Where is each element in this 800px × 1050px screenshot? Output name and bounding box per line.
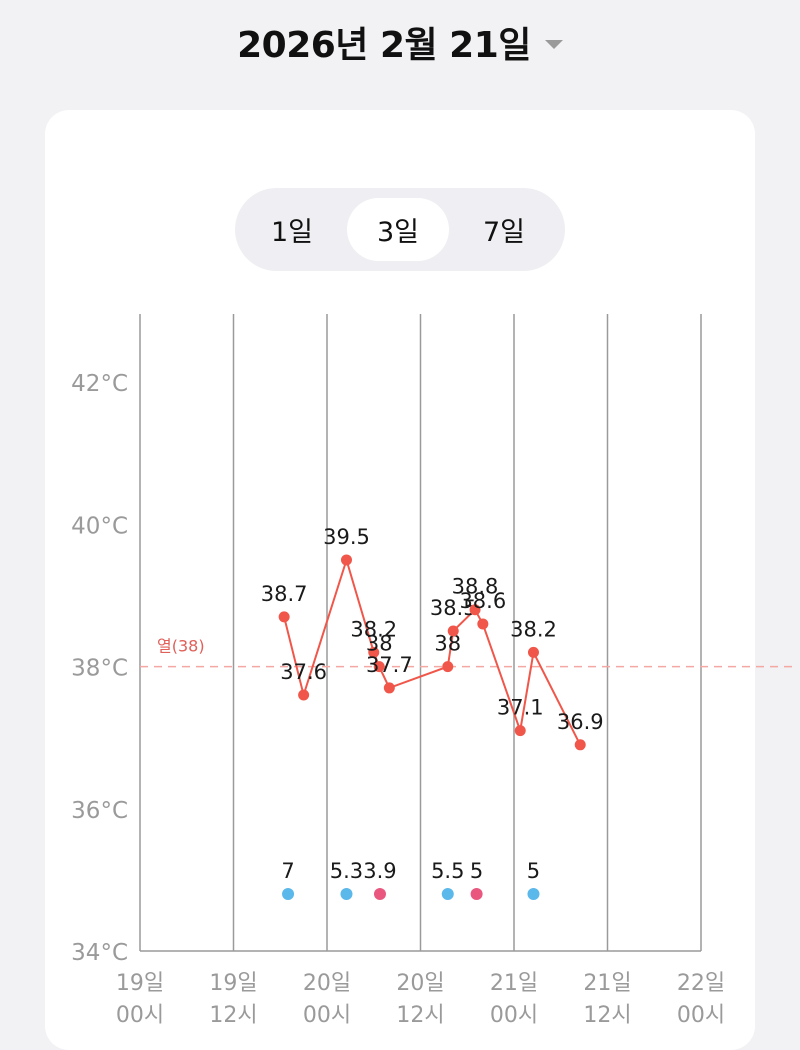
dose-marker xyxy=(340,888,353,900)
temperature-point xyxy=(373,661,385,673)
y-tick-label: 36°C xyxy=(71,798,128,824)
x-tick-time-label: 00시 xyxy=(490,1003,538,1028)
temperature-point xyxy=(298,689,310,701)
date-title[interactable]: 2026년 2월 21일 xyxy=(237,25,531,66)
dose-value-label: 3.9 xyxy=(363,859,396,883)
x-tick-time-label: 12시 xyxy=(396,1003,444,1028)
temperature-point xyxy=(368,646,380,658)
x-tick-day-label: 22일 xyxy=(677,971,725,996)
temperature-data-label: 37.1 xyxy=(497,696,544,720)
temperature-data-label: 38.6 xyxy=(459,589,506,613)
y-tick-label: 40°C xyxy=(71,513,128,539)
tab-label: 1일 xyxy=(270,217,314,248)
temperature-point xyxy=(340,554,352,566)
temperature-point xyxy=(527,646,539,658)
x-tick-day-label: 21일 xyxy=(490,971,538,996)
chevron-down-icon[interactable] xyxy=(544,39,563,49)
tab-label: 7일 xyxy=(482,217,526,248)
x-tick-time-label: 12시 xyxy=(583,1003,631,1028)
temperature-point xyxy=(477,618,489,630)
temperature-point xyxy=(447,625,459,637)
dose-value-label: 5.5 xyxy=(431,859,464,883)
y-tick-label: 38°C xyxy=(71,656,128,682)
y-tick-label: 42°C xyxy=(71,371,128,397)
tab-1-day[interactable]: 1일 xyxy=(241,198,343,261)
temperature-data-label: 38.7 xyxy=(261,582,308,606)
dose-value-label: 7 xyxy=(281,859,294,883)
temperature-data-label: 38.2 xyxy=(350,617,397,641)
temperature-point xyxy=(514,725,526,737)
temperature-point xyxy=(278,611,290,623)
temperature-data-label: 36.9 xyxy=(557,710,604,734)
dose-marker xyxy=(373,888,386,900)
dose-marker xyxy=(441,888,454,900)
dose-marker xyxy=(282,888,295,900)
x-tick-time-label: 00시 xyxy=(677,1003,725,1028)
x-tick-time-label: 00시 xyxy=(303,1003,351,1028)
fever-threshold-label: 열(38) xyxy=(157,637,205,656)
tab-label: 3일 xyxy=(376,217,420,248)
dose-value-label: 5 xyxy=(470,859,483,883)
x-tick-day-label: 20일 xyxy=(303,971,351,996)
x-tick-day-label: 21일 xyxy=(583,971,631,996)
dose-marker xyxy=(527,888,540,900)
dose-value-label: 5 xyxy=(527,859,540,883)
temperature-point xyxy=(442,661,454,673)
temperature-data-label: 38.5 xyxy=(430,596,477,620)
temperature-point xyxy=(383,682,395,694)
temperature-data-label: 37.7 xyxy=(366,653,413,677)
tab-7-day[interactable]: 7일 xyxy=(453,198,555,261)
range-selector: 1일 3일 7일 xyxy=(235,188,565,271)
temperature-data-label: 38 xyxy=(434,632,461,656)
x-tick-day-label: 19일 xyxy=(116,971,164,996)
temperature-data-label: 37.6 xyxy=(280,660,327,684)
tab-3-day[interactable]: 3일 xyxy=(347,198,449,261)
temperature-data-label: 39.5 xyxy=(323,525,370,549)
temperature-point xyxy=(469,604,481,616)
temperature-data-label: 38 xyxy=(366,632,393,656)
y-tick-label: 34°C xyxy=(71,940,128,966)
dose-value-label: 5.3 xyxy=(330,859,363,883)
x-tick-day-label: 19일 xyxy=(209,971,257,996)
temperature-data-label: 38.8 xyxy=(452,575,499,599)
date-header[interactable]: 2026년 2월 21일 xyxy=(0,0,800,84)
x-tick-time-label: 12시 xyxy=(209,1003,257,1028)
temperature-data-label: 38.2 xyxy=(510,617,557,641)
x-tick-time-label: 00시 xyxy=(116,1003,164,1028)
dose-marker xyxy=(470,888,483,900)
x-tick-day-label: 20일 xyxy=(396,971,444,996)
temperature-point xyxy=(574,739,586,751)
